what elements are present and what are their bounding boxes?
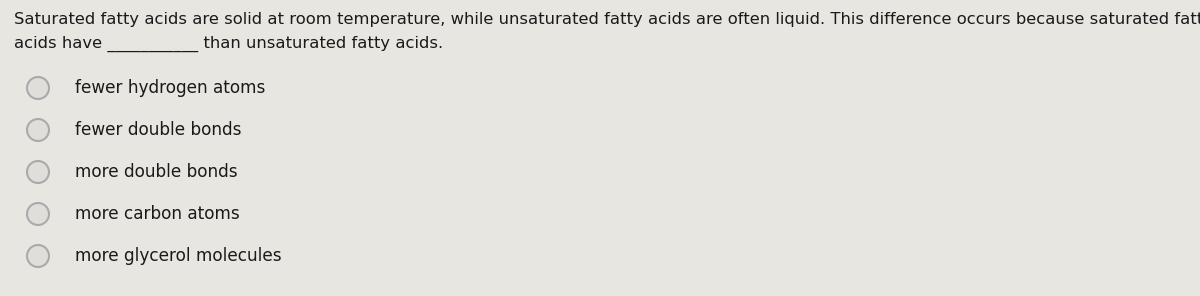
Ellipse shape xyxy=(28,203,49,225)
Text: fewer double bonds: fewer double bonds xyxy=(74,121,241,139)
Text: fewer hydrogen atoms: fewer hydrogen atoms xyxy=(74,79,265,97)
Text: acids have ___________ than unsaturated fatty acids.: acids have ___________ than unsaturated … xyxy=(14,36,443,52)
Ellipse shape xyxy=(28,245,49,267)
Ellipse shape xyxy=(28,119,49,141)
Text: more double bonds: more double bonds xyxy=(74,163,238,181)
Text: more carbon atoms: more carbon atoms xyxy=(74,205,240,223)
Text: Saturated fatty acids are solid at room temperature, while unsaturated fatty aci: Saturated fatty acids are solid at room … xyxy=(14,12,1200,27)
Ellipse shape xyxy=(28,161,49,183)
Text: more glycerol molecules: more glycerol molecules xyxy=(74,247,282,265)
Ellipse shape xyxy=(28,77,49,99)
